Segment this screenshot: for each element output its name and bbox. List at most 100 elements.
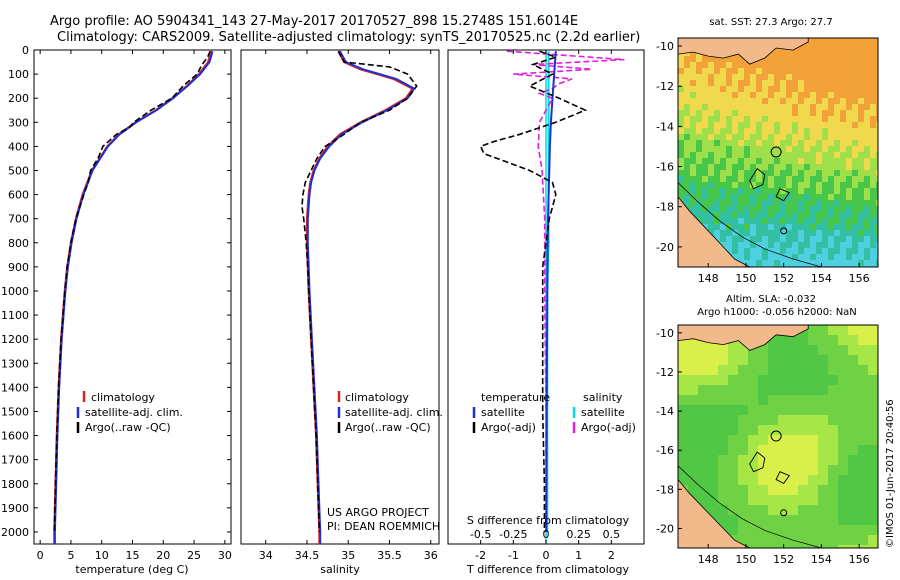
sla-map-cell bbox=[778, 515, 789, 526]
sst-map-cell bbox=[810, 122, 817, 129]
sst-map-cell bbox=[738, 152, 745, 159]
sst-map-cell bbox=[684, 62, 691, 69]
sst-map-cell bbox=[756, 110, 763, 117]
sst-map-cell bbox=[768, 224, 775, 231]
depth-tick-label: 200 bbox=[8, 92, 29, 105]
sst-map-cell bbox=[756, 98, 763, 105]
sla-map-cell bbox=[688, 435, 699, 446]
sst-map-cell bbox=[816, 116, 823, 123]
sst-map-cell bbox=[786, 182, 793, 189]
sst-map-cell bbox=[762, 188, 769, 195]
sst-map-cell bbox=[762, 206, 769, 213]
sla-map-cell bbox=[848, 365, 859, 376]
sst-map-cell bbox=[786, 248, 793, 255]
sst-map-cell bbox=[858, 248, 865, 255]
sla-map-cell bbox=[798, 495, 809, 506]
sst-map-cell bbox=[738, 230, 745, 237]
sst-map-cell bbox=[864, 164, 871, 171]
sla-map-cell bbox=[718, 405, 729, 416]
sla-map-cell bbox=[748, 405, 759, 416]
sla-map-cell bbox=[868, 465, 878, 476]
sst-map-cell bbox=[876, 134, 878, 141]
sla-map-cell bbox=[798, 345, 809, 356]
sst-map-cell bbox=[726, 182, 733, 189]
sla-map-cell bbox=[828, 425, 839, 436]
sst-map-cell bbox=[852, 242, 859, 249]
sst-map-cell bbox=[858, 242, 865, 249]
sst-map-cell bbox=[864, 254, 871, 261]
sst-map-cell bbox=[732, 98, 739, 105]
sst-map-cell bbox=[822, 128, 829, 135]
depth-tick-label: 900 bbox=[8, 261, 29, 274]
reef-outline bbox=[749, 451, 766, 473]
sst-map-cell bbox=[726, 74, 733, 81]
sla-map-cell bbox=[818, 435, 829, 446]
sst-map-cell bbox=[714, 182, 721, 189]
sst-map-cell bbox=[780, 164, 787, 171]
sst-map-cell bbox=[750, 146, 757, 153]
sst-map-cell bbox=[840, 182, 847, 189]
sla-map-cell bbox=[708, 455, 719, 466]
sst-map-cell bbox=[876, 164, 878, 171]
sla-map-cell bbox=[848, 515, 859, 526]
sst-map-cell bbox=[822, 80, 829, 87]
sla-map-cell bbox=[858, 485, 869, 496]
sst-map-cell bbox=[804, 176, 811, 183]
sst-map-cell bbox=[780, 242, 787, 249]
sla-map-ytick-label: -10 bbox=[656, 327, 674, 340]
sla-map-cell bbox=[808, 485, 819, 496]
sla-map-cell bbox=[758, 485, 769, 496]
sst-map-cell bbox=[828, 260, 835, 267]
sla-map-cell bbox=[768, 425, 779, 436]
sst-map-cell bbox=[852, 164, 859, 171]
sla-map-cell bbox=[738, 495, 749, 506]
sst-map-cell bbox=[732, 128, 739, 135]
sst-map-cell bbox=[816, 236, 823, 243]
sst-map-cell bbox=[750, 122, 757, 129]
sst-map-xtick-label: 150 bbox=[735, 272, 756, 285]
sst-map-cell bbox=[738, 110, 745, 117]
sla-map-cell bbox=[838, 465, 849, 476]
sst-map-cell bbox=[690, 188, 697, 195]
sla-map-cell bbox=[838, 455, 849, 466]
sst-map-cell bbox=[780, 104, 787, 111]
sst-map-cell bbox=[816, 200, 823, 207]
sst-map-cell bbox=[726, 128, 733, 135]
sst-map-cell bbox=[834, 140, 841, 147]
sla-map-cell bbox=[718, 435, 729, 446]
sla-map-cell bbox=[848, 435, 859, 446]
sla-map-xtick-label: 150 bbox=[735, 553, 756, 566]
sst-map-cell bbox=[810, 170, 817, 177]
sst-map-cell bbox=[798, 50, 805, 57]
sst-map-cell bbox=[726, 116, 733, 123]
sst-map-cell bbox=[690, 98, 697, 105]
sst-map-cell bbox=[768, 80, 775, 87]
sst-map-cell bbox=[810, 80, 817, 87]
sst-map-cell bbox=[762, 80, 769, 87]
sla-map-cell bbox=[828, 345, 839, 356]
sst-map-cell bbox=[786, 152, 793, 159]
sst-map-cell bbox=[834, 200, 841, 207]
sst-map-cell bbox=[732, 134, 739, 141]
sla-map-cell bbox=[678, 385, 689, 396]
sst-map-cell bbox=[732, 56, 739, 63]
salinity-axes bbox=[240, 49, 440, 545]
sst-map-cell bbox=[780, 194, 787, 201]
sst-map-cell bbox=[846, 80, 853, 87]
sst-map-cell bbox=[774, 164, 781, 171]
sst-map-cell bbox=[762, 158, 769, 165]
sst-map-cell bbox=[858, 98, 865, 105]
sst-map-cell bbox=[804, 218, 811, 225]
sst-map-cell bbox=[798, 236, 805, 243]
sla-map-cell bbox=[768, 485, 779, 496]
sst-map-cell bbox=[846, 182, 853, 189]
sst-map-cell bbox=[780, 92, 787, 99]
sst-map-cell bbox=[852, 92, 859, 99]
sst-map-cell bbox=[768, 140, 775, 147]
sst-map-cell bbox=[774, 254, 781, 261]
sst-map-cell bbox=[744, 260, 751, 267]
sst-map-cell bbox=[876, 212, 878, 219]
sst-map-cell bbox=[870, 122, 877, 129]
sla-map-cell bbox=[778, 425, 789, 436]
sst-map-cell bbox=[810, 110, 817, 117]
